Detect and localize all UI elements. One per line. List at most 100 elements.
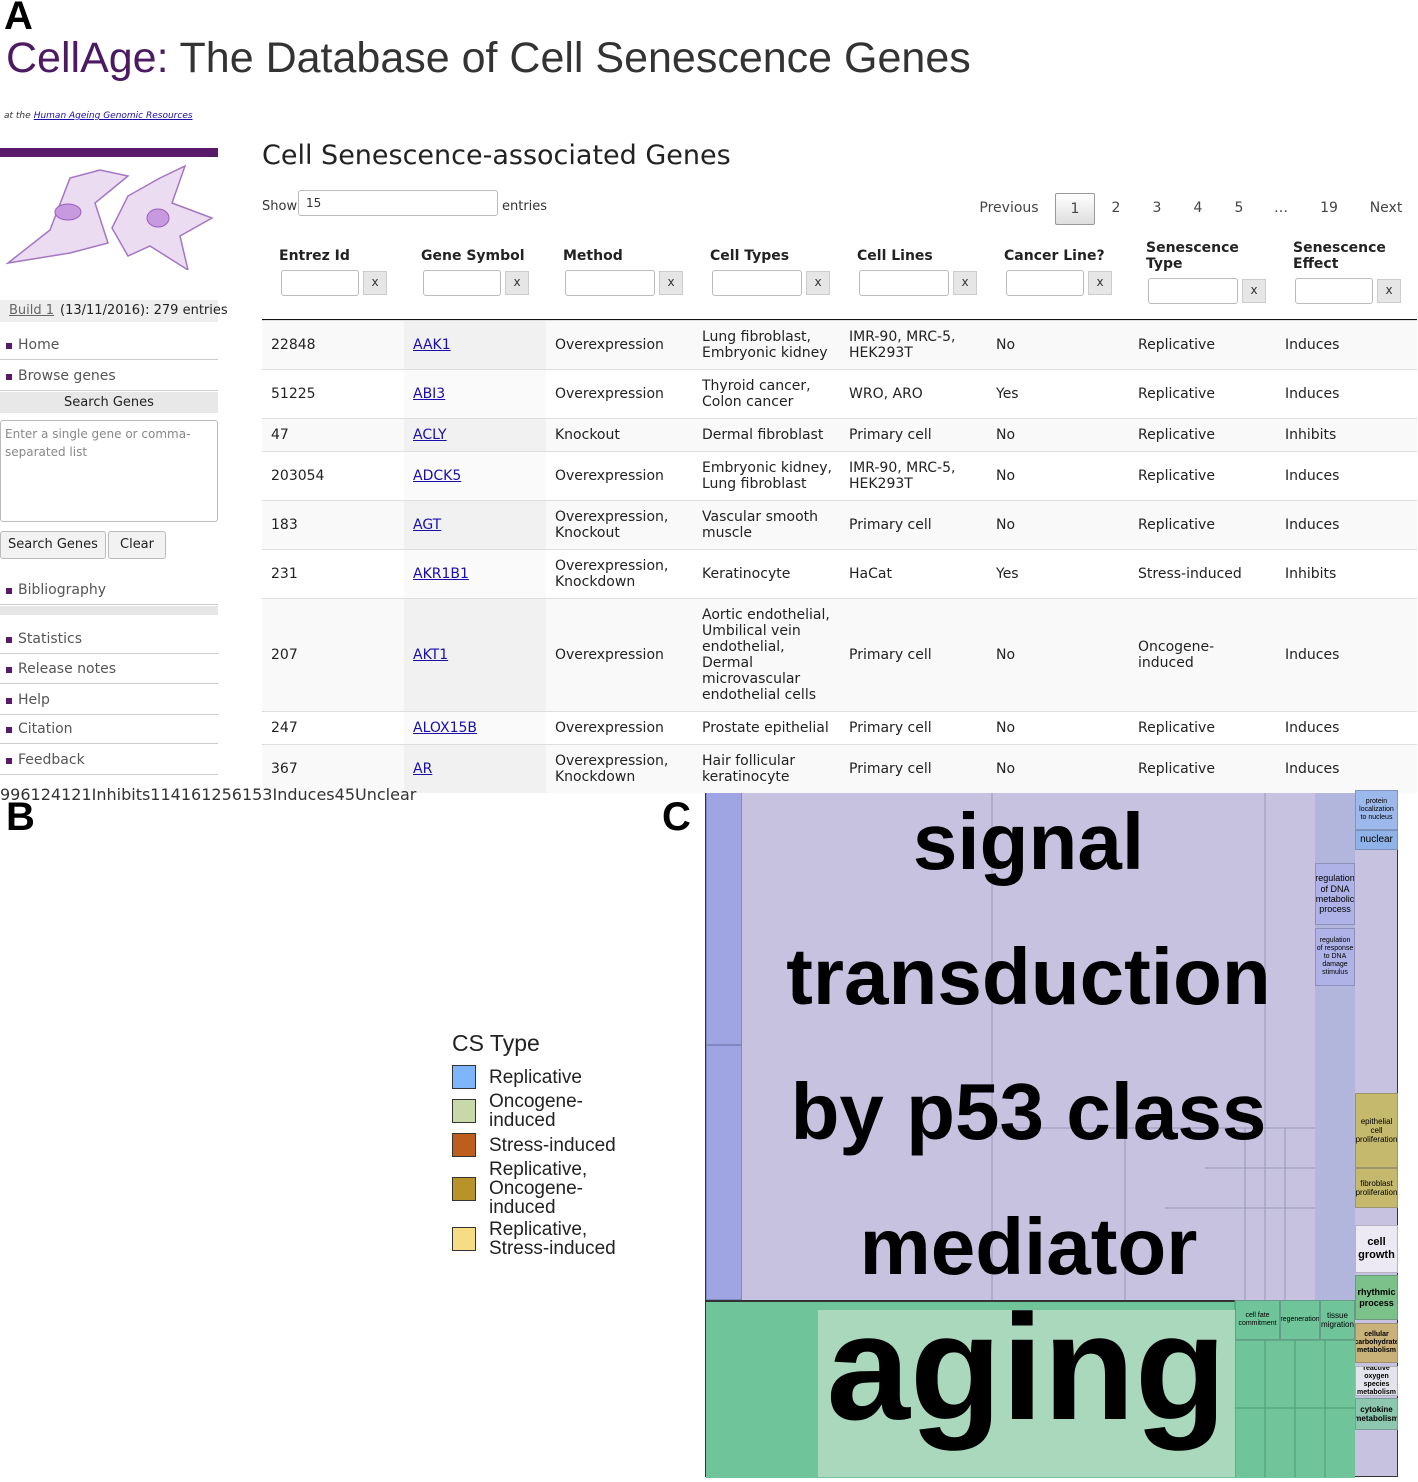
column-filter[interactable] [1148,278,1238,304]
treemap-label: epithelial cell proliferation [1355,1116,1398,1145]
page-title: CellAge: The Database of Cell Senescence … [6,34,971,83]
column-filter[interactable] [281,270,359,296]
clear-button[interactable]: x [1377,279,1401,303]
table-row: 203054 ADCK5 Overexpression Embryonic kidne… [262,451,1417,501]
treemap-node: signal transduction by p53 class mediato… [742,788,1315,1300]
table-cell: Induces [1276,500,1417,550]
treemap-grid [991,788,1355,1477]
column-header[interactable]: Gene Symbol [421,248,525,264]
legend-item: Replicative, Stress-induced [452,1220,652,1258]
stacked-bar-chart: 996124121Inhibits114161256153Induces45Un… [0,785,416,804]
gene-link[interactable]: ADCK5 [413,468,462,484]
table-cell: Inhibits [1276,549,1417,599]
column-filter[interactable] [565,270,655,296]
menu-item[interactable]: Feedback [0,748,218,775]
page-link[interactable]: 2 [1111,200,1121,216]
page-link[interactable]: 19 [1320,200,1338,216]
segment-label: 4 [334,785,345,804]
table-cell: Dermal fibroblast [693,418,840,452]
table-cell: Thyroid cancer, Colon cancer [693,369,840,419]
treemap-node: protein localization to nucleus [1355,790,1398,830]
column-header[interactable]: Entrez Id [279,248,350,264]
gene-link[interactable]: ACLY [413,427,447,443]
build-link[interactable]: Build 1 [9,303,55,318]
gene-link[interactable]: ALOX15B [413,720,478,736]
bullet [6,758,12,764]
menu-item[interactable]: Browse genes [0,364,218,391]
table-cell: Overexpression [546,369,693,419]
gene-link[interactable]: ABI3 [413,386,446,402]
gene-link[interactable]: AKT1 [413,647,449,663]
table-cell: Induces [1276,451,1417,501]
menu-text: Home [18,337,60,353]
page-link[interactable]: Previous [979,200,1039,216]
page-link[interactable]: 3 [1152,200,1162,216]
gene-link[interactable]: AKR1B1 [413,566,469,582]
category-label: Inhibits [91,785,151,804]
column-header[interactable]: Senescence Effect [1293,240,1386,272]
menu-item[interactable]: Home [0,333,218,360]
page-link[interactable]: 4 [1193,200,1203,216]
link[interactable]: Human Ageing Genomic Resources [33,111,193,121]
page-link[interactable]: 5 [1234,200,1244,216]
total-label: 121 [61,785,92,804]
page-link[interactable]: Next [1369,200,1403,216]
menu-item[interactable]: Bibliography [0,578,218,605]
treemap-label: nuclear [1360,834,1393,846]
column-filter[interactable] [859,270,949,296]
legend-swatch [452,1227,476,1251]
table-cell: Overexpression, Knockout [546,500,693,550]
gene-link[interactable]: AGT [413,517,442,533]
table-cell: AR [404,744,546,793]
table-cell: Overexpression [546,451,693,501]
table-cell: Induces [1276,369,1417,419]
column-header[interactable]: Method [563,248,623,264]
search-box[interactable]: Enter a single gene or comma-separated l… [0,420,218,522]
legend-swatch [452,1133,476,1157]
treemap-node: fibroblast proliferation [1355,1168,1398,1208]
column-header[interactable]: Senescence Type [1146,240,1239,272]
clear-button[interactable]: x [1242,279,1266,303]
page-link[interactable]: 1 [1055,193,1095,225]
menu-text: Citation [18,721,73,737]
legend-swatch [452,1065,476,1089]
gene-table: 22848 AAK1 Overexpression Lung fibroblast, … [262,320,1417,793]
treemap-node: cellular carbohydrate metabolism [1355,1323,1398,1363]
menu-item[interactable]: Help [0,688,218,715]
menu-text: Help [18,692,50,708]
column-header[interactable]: Cancer Line? [1004,248,1105,264]
clear-button[interactable]: x [505,271,529,295]
column-filter[interactable] [1006,270,1084,296]
menu-item[interactable]: Citation [0,717,218,744]
column-filter[interactable] [1295,278,1373,304]
table-row: 207 AKT1 Overexpression Aortic endothelial,… [262,598,1417,712]
table-row: 47 ACLY Knockout Dermal fibroblast Primary c… [262,418,1417,452]
treemap-cell [706,789,742,1045]
treemap-label: cellular carbohydrate metabolism [1355,1330,1398,1355]
column-header[interactable]: Cell Lines [857,248,933,264]
table-row: 183 AGT Overexpression, Knockout Vascular s… [262,500,1417,550]
gene-link[interactable]: AAK1 [413,337,451,353]
clear-button[interactable]: x [1088,271,1112,295]
column-filter[interactable] [712,270,802,296]
prefix: at the [4,111,31,121]
clear-button[interactable]: x [363,271,387,295]
table-cell: Inhibits [1276,418,1417,452]
treemap-node: epithelial cell proliferation [1355,1093,1398,1168]
legend: CS Type Replicative Oncogene-induced Stress… [452,1030,652,1258]
clear-button[interactable]: x [806,271,830,295]
table-cell: 247 [262,711,404,745]
clear-button[interactable]: x [659,271,683,295]
button[interactable]: Search Genes [0,531,106,559]
column-filter[interactable] [423,270,501,296]
treemap-node: cell fate commitment [1235,1300,1280,1340]
column-header[interactable]: Cell Types [710,248,790,264]
page-size-select[interactable]: 15 [298,190,498,216]
menu-item[interactable]: Release notes [0,657,218,684]
menu-item[interactable]: Statistics [0,627,218,654]
build-text: (13/11/2016): 279 entries [60,303,228,318]
table-cell: No [987,500,1129,550]
clear-button[interactable]: x [953,271,977,295]
button[interactable]: Clear [108,531,166,559]
gene-link[interactable]: AR [413,761,433,777]
